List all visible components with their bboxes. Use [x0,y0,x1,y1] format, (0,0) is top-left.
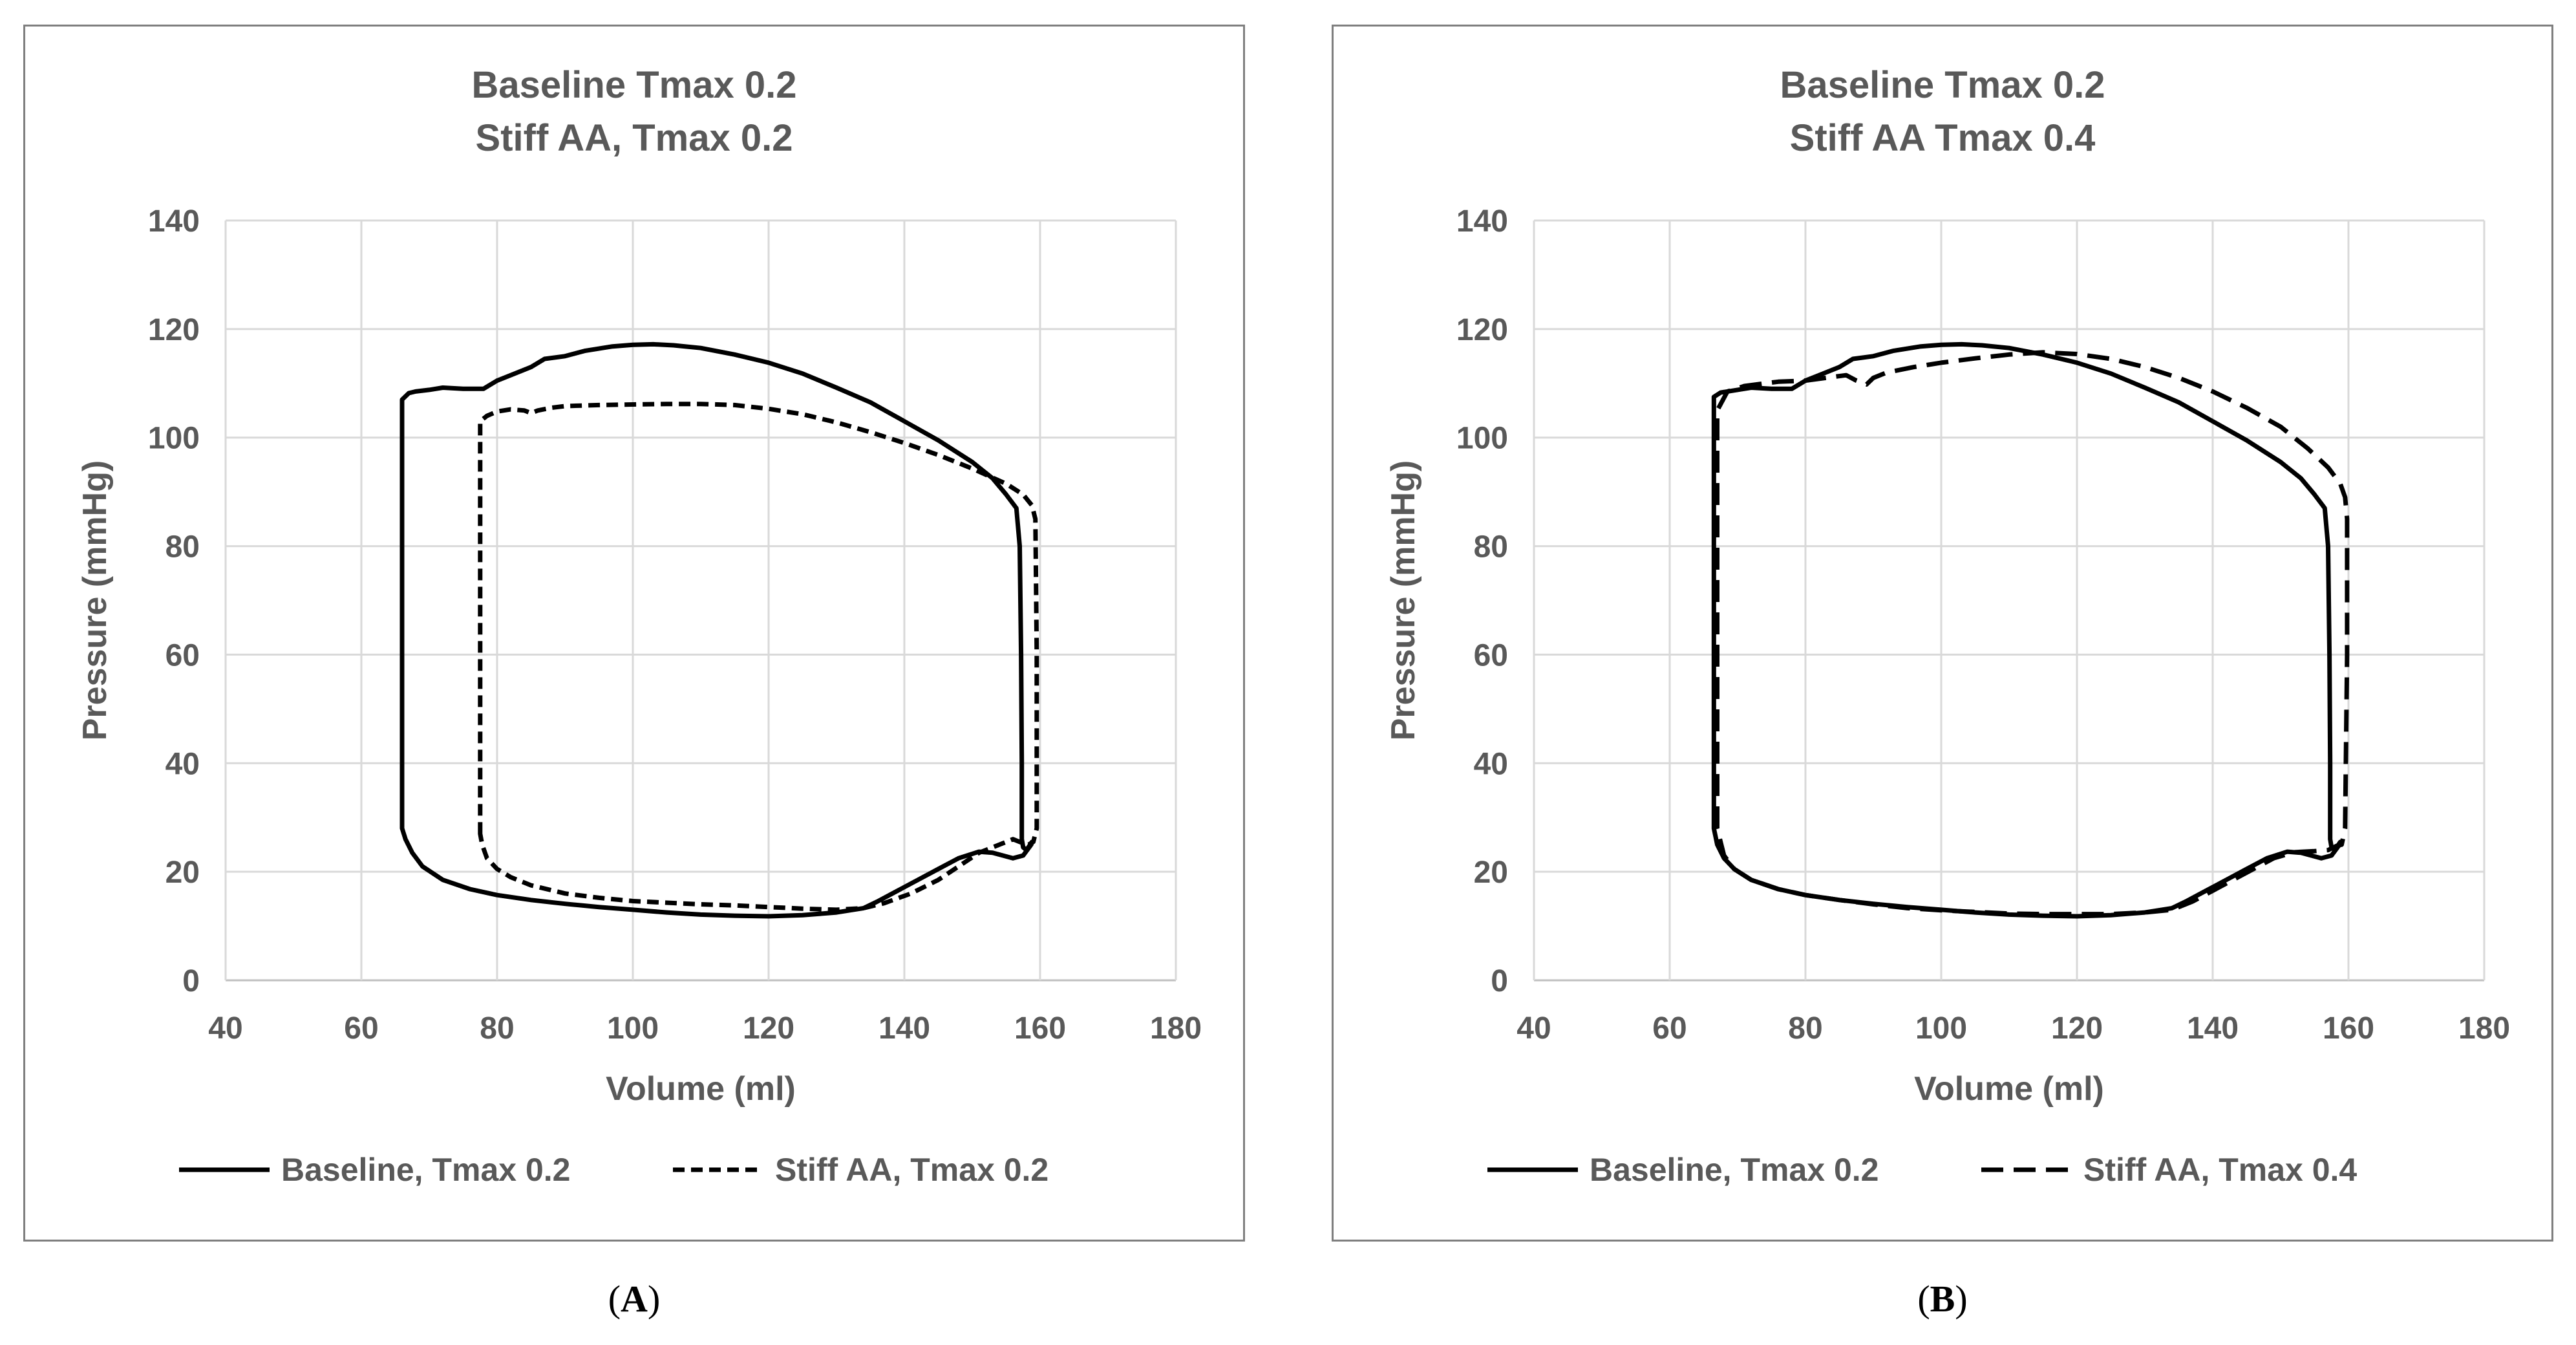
chart-a-gridlines [224,219,1177,982]
chart-b-legend: Baseline, Tmax 0.2 Stiff AA, Tmax 0.4 [1487,1152,2357,1188]
chart-a-ytick-label: 140 [148,204,200,239]
chart-a-xtick-label: 60 [344,1011,378,1046]
chart-a-ytick-label: 40 [165,747,200,781]
chart-b-yaxis-label: Pressure (mmHg) [1385,460,1422,740]
chart-b-series-1-line [1711,341,2343,919]
chart-a-series-2-line [478,402,1039,912]
chart-a-title-line2: Stiff AA, Tmax 0.2 [476,117,793,159]
chart-b-gridlines [1533,219,2486,982]
chart-b-series-2-line [1715,350,2350,917]
chart-b-xtick-label: 160 [2323,1011,2374,1046]
chart-a-xtick-label: 180 [1150,1011,1202,1046]
chart-b-ytick-label: 80 [1474,530,1508,565]
chart-a-xtick-label: 80 [480,1011,514,1046]
chart-b-xtick-label: 140 [2187,1011,2239,1046]
chart-b-svg: Baseline Tmax 0.2 Stiff AA Tmax 0.4 0 20 40 6… [1385,64,2510,1188]
chart-b-xtick-label: 60 [1652,1011,1687,1046]
chart-b-ytick-label: 120 [1456,313,1508,347]
chart-b-xtick-label: 100 [1915,1011,1967,1046]
chart-b-xtick-label: 180 [2458,1011,2510,1046]
chart-a-svg: Baseline Tmax 0.2 Stiff AA, Tmax 0.2 0 20 40… [76,64,1202,1188]
chart-b-legend-label-2: Stiff AA, Tmax 0.4 [2083,1152,2357,1188]
chart-b-ytick-label: 0 [1491,964,1508,998]
chart-b-xaxis-label: Volume (ml) [1914,1070,2104,1108]
chart-a-legend: Baseline, Tmax 0.2 Stiff AA, Tmax 0.2 [179,1152,1048,1188]
chart-a-legend-label-1: Baseline, Tmax 0.2 [281,1152,570,1188]
chart-a-ytick-label: 20 [165,855,200,890]
chart-a-series-1-line [399,341,1034,919]
chart-a-ytick-label: 0 [182,964,200,998]
chart-a-xtick-label: 100 [607,1011,659,1046]
chart-a-ytick-label: 60 [165,638,200,672]
chart-a-yaxis-label: Pressure (mmHg) [76,460,114,740]
chart-panel-a: Baseline Tmax 0.2 Stiff AA, Tmax 0.2 0 20 40… [23,25,1245,1242]
chart-a-ytick-label: 80 [165,530,200,565]
chart-b-legend-label-1: Baseline, Tmax 0.2 [1590,1152,1879,1188]
chart-b-ytick-label: 40 [1474,747,1508,781]
chart-a-ytick-label: 120 [148,313,200,347]
chart-b-xtick-label: 80 [1788,1011,1822,1046]
chart-b-ytick-label: 60 [1474,638,1508,672]
chart-b-xtick-label: 120 [2051,1011,2103,1046]
chart-a-ytick-label: 100 [148,422,200,456]
chart-b-ytick-label: 20 [1474,855,1508,890]
chart-panel-b: Baseline Tmax 0.2 Stiff AA Tmax 0.4 0 20 40 6… [1332,25,2553,1242]
chart-a-xtick-label: 140 [878,1011,930,1046]
chart-a-title-line1: Baseline Tmax 0.2 [472,64,797,106]
panel-caption-b: (B) [1917,1278,1968,1320]
chart-a-legend-label-2: Stiff AA, Tmax 0.2 [775,1152,1048,1188]
chart-a-xtick-label: 120 [743,1011,794,1046]
chart-b-xtick-label: 40 [1517,1011,1551,1046]
chart-b-title-line1: Baseline Tmax 0.2 [1780,64,2105,106]
chart-a-xaxis-label: Volume (ml) [606,1070,796,1108]
panel-caption-a: (A) [608,1278,661,1320]
chart-b-ytick-label: 100 [1456,422,1508,456]
chart-a-xtick-label: 40 [208,1011,242,1046]
chart-a-xtick-label: 160 [1014,1011,1066,1046]
chart-b-ytick-label: 140 [1456,204,1508,239]
chart-b-title-line2: Stiff AA Tmax 0.4 [1790,117,2096,159]
